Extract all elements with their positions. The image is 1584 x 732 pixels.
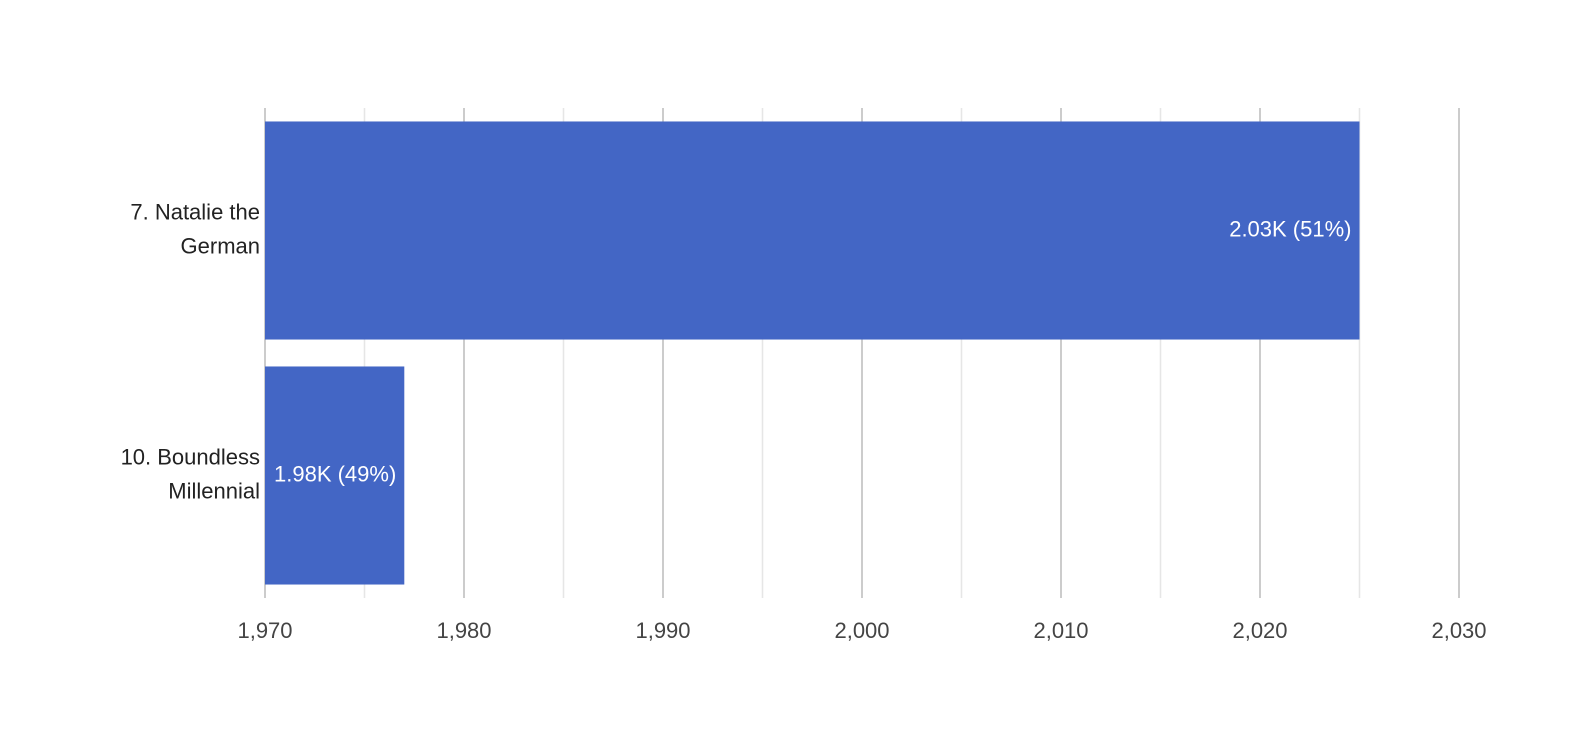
bar <box>265 121 1360 340</box>
x-tick-label: 2,020 <box>1232 618 1287 643</box>
y-tick-label: 7. Natalie the German <box>130 199 260 258</box>
x-tick-label: 2,000 <box>834 618 889 643</box>
value-label: 2.03K (51%) <box>1229 216 1351 241</box>
x-tick-label: 1,970 <box>237 618 292 643</box>
x-tick-label: 1,990 <box>635 618 690 643</box>
bar <box>265 366 405 585</box>
value-label: 1.98K (49%) <box>274 461 396 486</box>
x-tick-label: 2,030 <box>1431 618 1486 643</box>
y-tick-label: 10. Boundless Millennial <box>121 444 260 503</box>
x-tick-label: 1,980 <box>436 618 491 643</box>
x-tick-label: 2,010 <box>1033 618 1088 643</box>
